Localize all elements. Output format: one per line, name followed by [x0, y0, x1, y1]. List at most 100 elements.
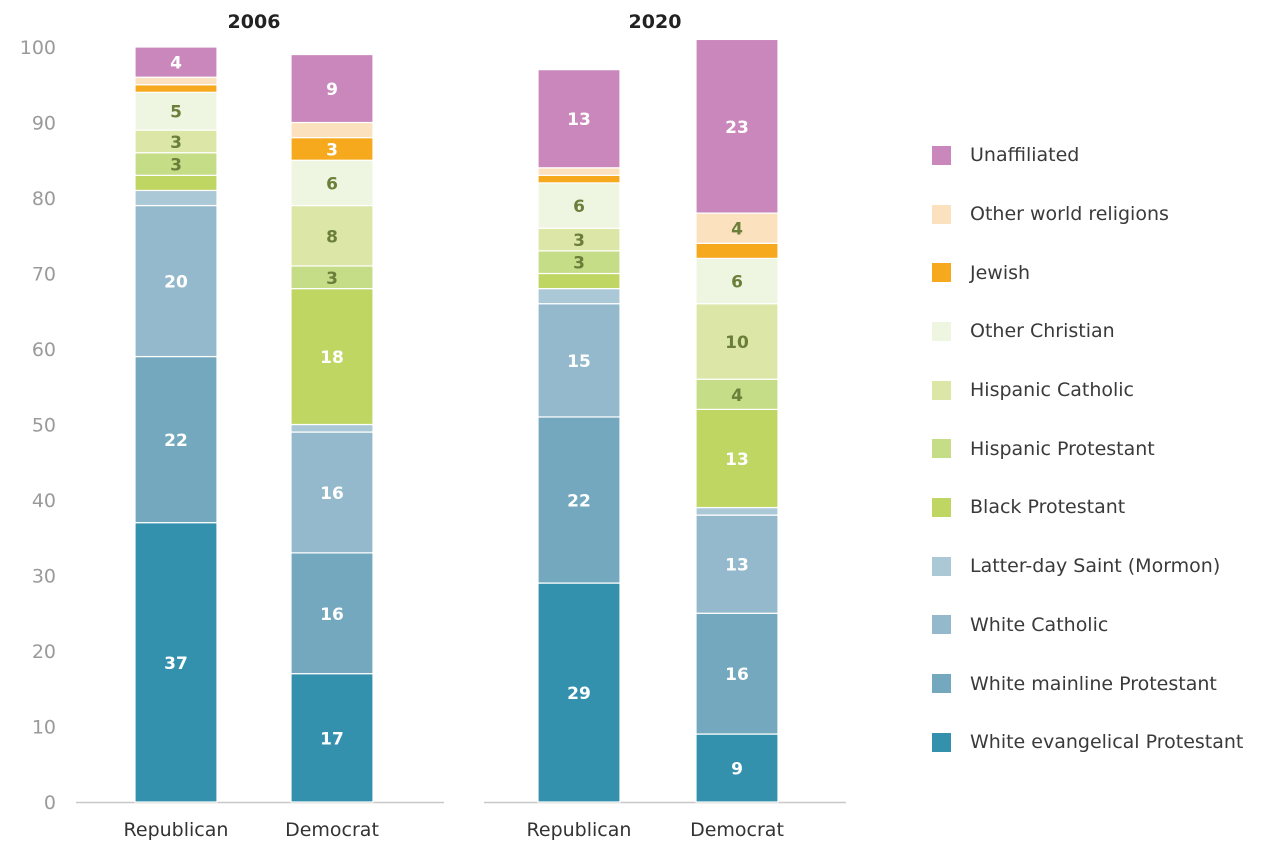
y-tick-label: 10 [32, 717, 56, 739]
data-label: 6 [573, 197, 585, 217]
panel-title: 2020 [629, 11, 682, 33]
bar-segment [537, 167, 621, 176]
y-tick-label: 40 [32, 490, 56, 512]
legend-swatch [932, 732, 951, 752]
bar-segment [695, 38, 779, 214]
bar-segment [695, 612, 779, 735]
bar-segment [695, 303, 779, 380]
x-category-label: Republican [527, 819, 632, 841]
x-category-label: Republican [124, 819, 229, 841]
bar-segment [134, 46, 218, 78]
y-tick-label: 80 [32, 188, 56, 210]
legend-label: Other world religions [970, 203, 1169, 226]
data-label: 10 [725, 333, 749, 353]
legend-swatch [932, 145, 951, 165]
bar-segment [290, 423, 374, 433]
bar-segment [695, 212, 779, 244]
bar-segment [290, 53, 374, 124]
bar-segment [537, 288, 621, 305]
data-label: 5 [170, 103, 182, 123]
legend-swatch [932, 556, 951, 576]
legend-label: Jewish [970, 261, 1031, 284]
bar-segment [695, 242, 779, 260]
bar-segment [290, 159, 374, 207]
legend-label: Other Christian [970, 320, 1115, 343]
bar-segment [290, 204, 374, 267]
data-label: 3 [326, 140, 338, 160]
data-label: 23 [725, 118, 749, 138]
data-label: 3 [170, 156, 182, 176]
x-category-label: Democrat [690, 819, 784, 841]
legend-label: Latter-day Saint (Mormon) [970, 555, 1221, 578]
bar-segment [134, 355, 218, 524]
legend-label: White mainline Protestant [970, 672, 1217, 695]
y-tick-label: 50 [32, 415, 56, 437]
legend-item: Other Christian [932, 302, 1282, 361]
legend-label: White evangelical Protestant [970, 731, 1244, 754]
legend-label: Hispanic Protestant [970, 437, 1155, 460]
bar-segment [134, 84, 218, 93]
legend-label: Unaffiliated [970, 144, 1080, 167]
data-label: 3 [573, 231, 585, 251]
data-label: 13 [567, 110, 591, 130]
bar-segment [134, 76, 218, 86]
bar-segment [695, 408, 779, 509]
legend-swatch [932, 497, 951, 517]
legend-item: White Catholic [932, 596, 1282, 655]
bar-segment [695, 733, 779, 803]
legend-item: White mainline Protestant [932, 654, 1282, 713]
y-tick-label: 70 [32, 264, 56, 286]
legend-item: Hispanic Protestant [932, 419, 1282, 478]
bar-segment [695, 514, 779, 614]
y-tick-label: 90 [32, 113, 56, 135]
bar-segment [290, 431, 374, 554]
x-category-label: Democrat [285, 819, 379, 841]
bar-segment [290, 121, 374, 139]
legend: Unaffiliated Other world religions Jewish O… [932, 126, 1282, 772]
data-label: 15 [567, 352, 591, 372]
data-label: 18 [320, 348, 344, 368]
bar-segment [537, 174, 621, 184]
data-label: 9 [731, 760, 743, 780]
bar-segment [134, 204, 218, 358]
data-label: 3 [573, 254, 585, 274]
legend-swatch [932, 615, 951, 635]
legend-item: Other world religions [932, 185, 1282, 244]
panel-title: 2006 [228, 11, 281, 33]
bar-segment [290, 552, 374, 675]
bar-segment [134, 91, 218, 131]
bar-segment [695, 506, 779, 516]
bar-segment [537, 272, 621, 290]
legend-swatch [932, 380, 951, 400]
legend-swatch [932, 321, 951, 341]
data-label: 16 [725, 665, 749, 685]
bar-segment [290, 288, 374, 426]
y-tick-label: 20 [32, 641, 56, 663]
data-label: 4 [731, 220, 743, 240]
legend-swatch [932, 263, 951, 283]
bar-segment [134, 189, 218, 207]
data-label: 4 [170, 54, 182, 74]
data-label: 3 [326, 269, 338, 289]
data-label: 9 [326, 80, 338, 100]
legend-item: Hispanic Catholic [932, 361, 1282, 420]
data-label: 22 [164, 431, 188, 451]
legend-label: White Catholic [970, 613, 1109, 636]
legend-label: Black Protestant [970, 496, 1126, 519]
bar-segment [695, 257, 779, 305]
data-label: 22 [567, 492, 591, 512]
data-label: 6 [731, 273, 743, 293]
data-label: 29 [567, 684, 591, 704]
y-tick-label: 0 [44, 792, 56, 814]
y-tick-label: 60 [32, 339, 56, 361]
legend-swatch [932, 439, 951, 459]
legend-swatch [932, 204, 951, 224]
bar-segment [537, 182, 621, 229]
data-label: 17 [320, 729, 344, 749]
bar-segment [537, 582, 621, 803]
data-label: 6 [326, 174, 338, 194]
legend-item: Black Protestant [932, 478, 1282, 537]
data-label: 13 [725, 450, 749, 470]
bar-segment [537, 303, 621, 418]
